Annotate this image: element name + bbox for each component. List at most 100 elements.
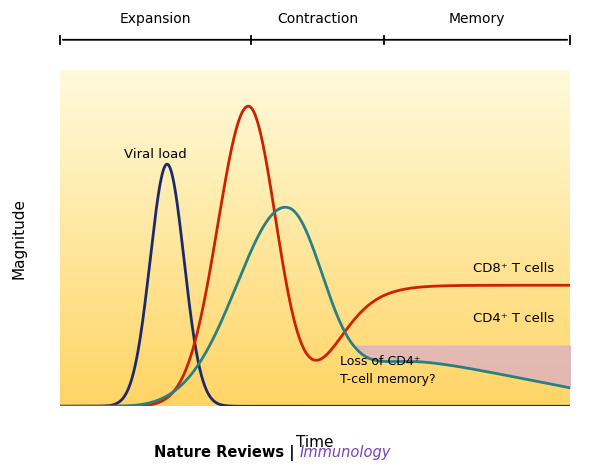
Bar	[60, 280, 570, 281]
Bar	[60, 300, 570, 301]
Bar	[60, 106, 570, 107]
Bar	[60, 318, 570, 319]
Bar	[60, 252, 570, 253]
Bar	[60, 128, 570, 129]
Bar	[60, 225, 570, 226]
Bar	[60, 322, 570, 323]
Bar	[60, 233, 570, 234]
Bar	[60, 97, 570, 98]
Text: Memory: Memory	[449, 12, 505, 26]
Bar	[60, 319, 570, 320]
Bar	[60, 127, 570, 128]
Bar	[60, 402, 570, 403]
Bar	[60, 345, 570, 346]
Text: CD4⁺ T cells: CD4⁺ T cells	[473, 312, 554, 325]
Bar	[60, 140, 570, 141]
Bar	[60, 278, 570, 280]
Bar	[60, 124, 570, 125]
Bar	[60, 193, 570, 194]
Bar	[60, 80, 570, 81]
Bar	[60, 220, 570, 221]
Bar	[60, 403, 570, 404]
Bar	[60, 342, 570, 344]
Bar	[60, 120, 570, 121]
Bar	[60, 154, 570, 155]
Bar	[60, 149, 570, 151]
Bar	[60, 331, 570, 333]
Bar	[60, 228, 570, 229]
Bar	[60, 295, 570, 297]
Bar	[60, 202, 570, 204]
Bar	[60, 215, 570, 216]
Bar	[60, 85, 570, 86]
Bar	[60, 385, 570, 386]
Text: Viral load: Viral load	[124, 148, 187, 161]
Bar	[60, 71, 570, 72]
Bar	[60, 299, 570, 300]
Bar	[60, 232, 570, 233]
Bar	[60, 137, 570, 138]
Bar	[60, 187, 570, 188]
Bar	[60, 293, 570, 294]
Bar	[60, 148, 570, 149]
Bar	[60, 200, 570, 201]
Bar	[60, 357, 570, 358]
Bar	[60, 392, 570, 393]
Bar	[60, 168, 570, 169]
Bar	[60, 389, 570, 390]
Bar	[60, 86, 570, 87]
Bar	[60, 76, 570, 77]
Bar	[60, 333, 570, 334]
Bar	[60, 113, 570, 114]
Bar	[60, 350, 570, 351]
Bar	[60, 301, 570, 302]
Bar	[60, 401, 570, 402]
Bar	[60, 199, 570, 200]
Bar	[60, 108, 570, 109]
Bar	[60, 92, 570, 93]
Bar	[60, 182, 570, 183]
Bar	[60, 112, 570, 113]
Bar	[60, 184, 570, 185]
Bar	[60, 339, 570, 340]
Bar	[60, 262, 570, 263]
Bar	[60, 170, 570, 171]
Bar	[60, 135, 570, 136]
Bar	[60, 405, 570, 406]
Bar	[60, 361, 570, 362]
Bar	[60, 104, 570, 105]
Bar	[60, 334, 570, 336]
Bar	[60, 297, 570, 299]
Bar	[60, 362, 570, 364]
Bar	[60, 88, 570, 89]
Bar	[60, 176, 570, 177]
Bar	[60, 133, 570, 134]
Bar	[60, 145, 570, 146]
Bar	[60, 171, 570, 172]
Bar	[60, 379, 570, 381]
Bar	[60, 75, 570, 76]
Bar	[60, 266, 570, 267]
Bar	[60, 100, 570, 101]
Bar	[60, 310, 570, 311]
Bar	[60, 129, 570, 131]
Bar	[60, 207, 570, 208]
Bar	[60, 256, 570, 257]
Bar	[60, 351, 570, 353]
Bar	[60, 356, 570, 357]
Bar	[60, 197, 570, 198]
Bar	[60, 243, 570, 244]
Bar	[60, 267, 570, 269]
Bar	[60, 284, 570, 285]
Bar	[60, 183, 570, 184]
Bar	[60, 142, 570, 143]
Bar	[60, 304, 570, 305]
Bar	[60, 132, 570, 133]
Bar	[60, 274, 570, 275]
Bar	[60, 224, 570, 225]
Bar	[60, 105, 570, 106]
Bar	[60, 78, 570, 79]
Bar	[60, 77, 570, 78]
Bar	[60, 311, 570, 312]
Bar	[60, 253, 570, 254]
